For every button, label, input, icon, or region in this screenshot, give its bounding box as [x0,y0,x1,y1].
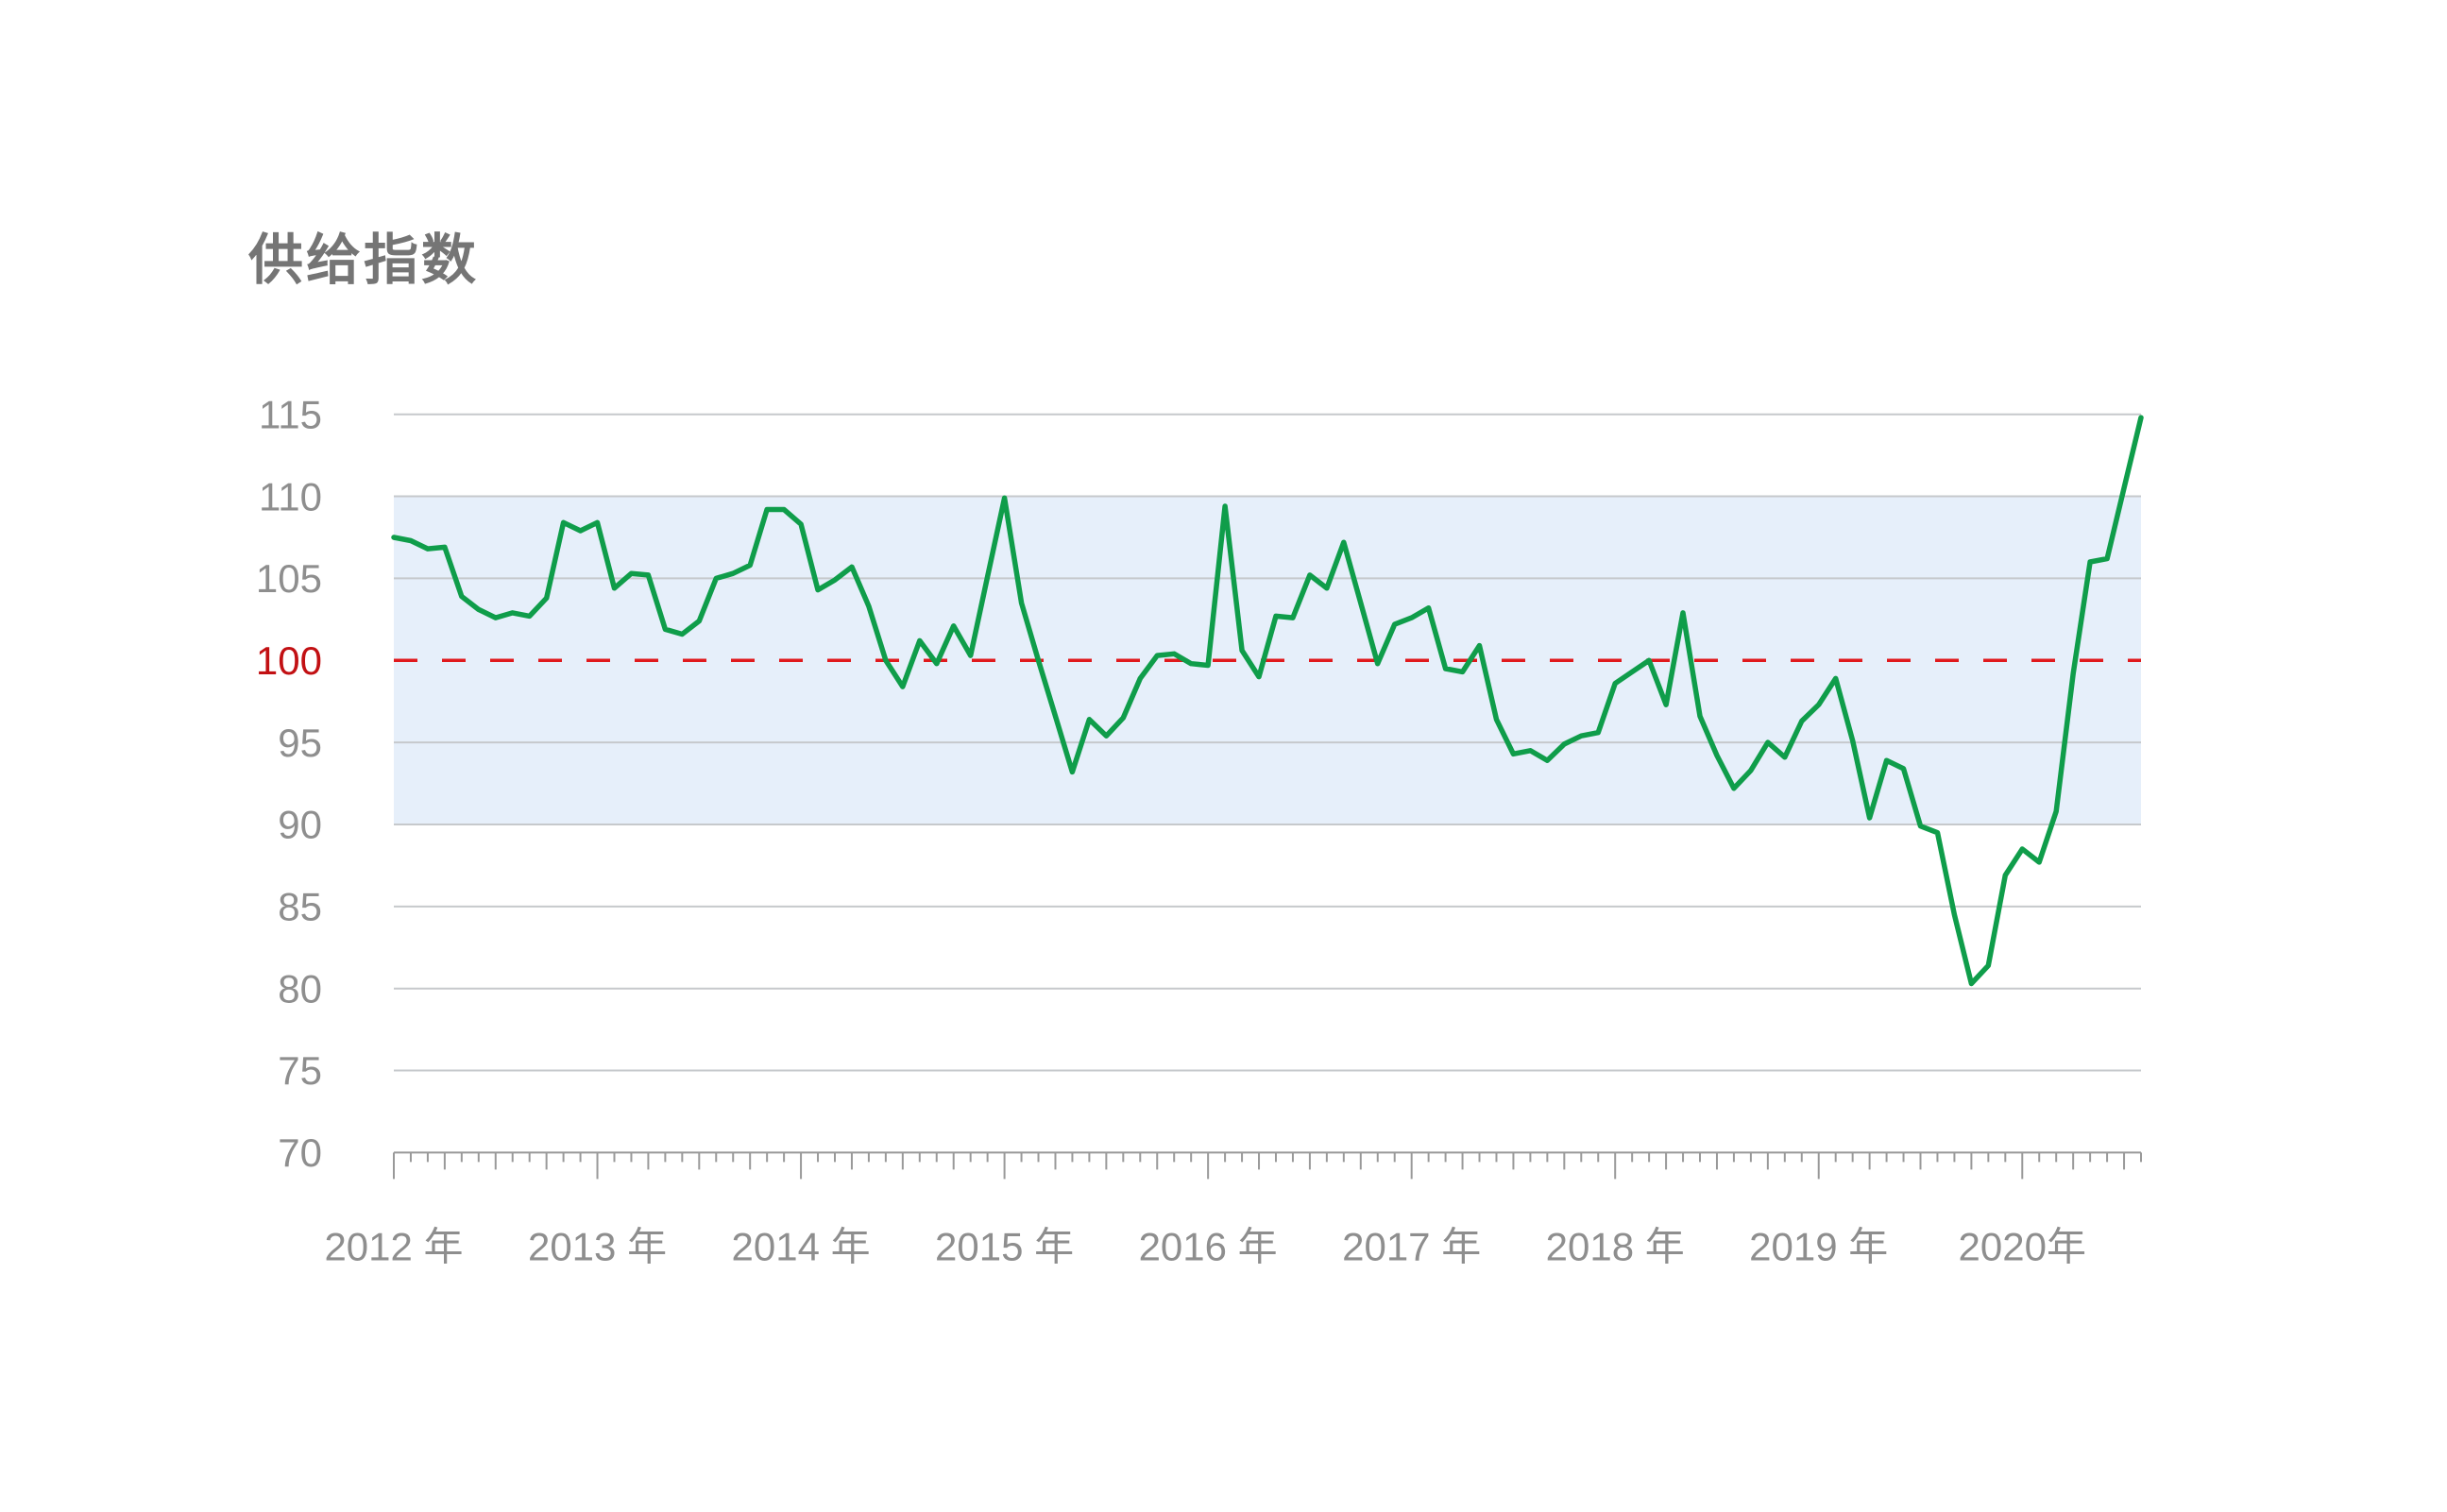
y-axis-label-80: 80 [278,966,322,1011]
y-axis-label-95: 95 [278,721,322,765]
x-axis-label-2013: 2013 年 [528,1225,667,1269]
y-axis-label-85: 85 [278,885,322,929]
y-axis-label-75: 75 [278,1048,322,1093]
y-axis-label-115: 115 [259,392,322,436]
x-axis-label-2014: 2014 年 [732,1225,871,1269]
y-axis-label-110: 110 [259,474,322,518]
chart-title: 供给指数 [248,229,480,291]
x-axis-label-2016: 2016 年 [1139,1225,1278,1269]
supply-index-line [391,415,2144,987]
x-axis-label-2012: 2012 年 [324,1225,463,1269]
x-axis-label-2018: 2018 年 [1546,1225,1685,1269]
y-axis-label-90: 90 [278,803,322,847]
x-axis-label-2019: 2019 年 [1749,1225,1888,1269]
y-axis-label-100: 100 [256,638,322,683]
x-axis-label-2020: 2020年 [1959,1225,2086,1269]
x-axis-label-2015: 2015 年 [935,1225,1074,1269]
y-axis-label-105: 105 [256,556,322,601]
y-axis-label-70: 70 [278,1130,322,1175]
x-axis-label-2017: 2017 年 [1342,1225,1481,1269]
